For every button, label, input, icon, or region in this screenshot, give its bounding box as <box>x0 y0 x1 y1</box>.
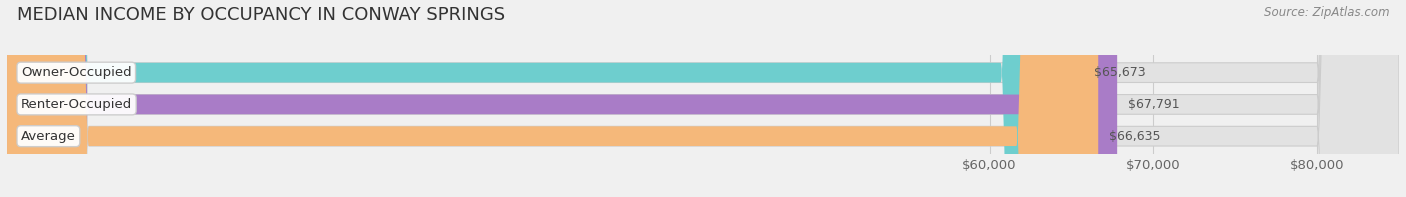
FancyBboxPatch shape <box>7 0 1399 197</box>
FancyBboxPatch shape <box>7 0 1083 197</box>
Text: Average: Average <box>21 130 76 143</box>
Text: Source: ZipAtlas.com: Source: ZipAtlas.com <box>1264 6 1389 19</box>
Text: $65,673: $65,673 <box>1094 66 1146 79</box>
FancyBboxPatch shape <box>7 0 1399 197</box>
Text: MEDIAN INCOME BY OCCUPANCY IN CONWAY SPRINGS: MEDIAN INCOME BY OCCUPANCY IN CONWAY SPR… <box>17 6 505 24</box>
Text: $67,791: $67,791 <box>1128 98 1180 111</box>
FancyBboxPatch shape <box>7 0 1118 197</box>
FancyBboxPatch shape <box>7 0 1098 197</box>
FancyBboxPatch shape <box>7 0 1399 197</box>
Text: Renter-Occupied: Renter-Occupied <box>21 98 132 111</box>
Text: $66,635: $66,635 <box>1109 130 1161 143</box>
Text: Owner-Occupied: Owner-Occupied <box>21 66 132 79</box>
